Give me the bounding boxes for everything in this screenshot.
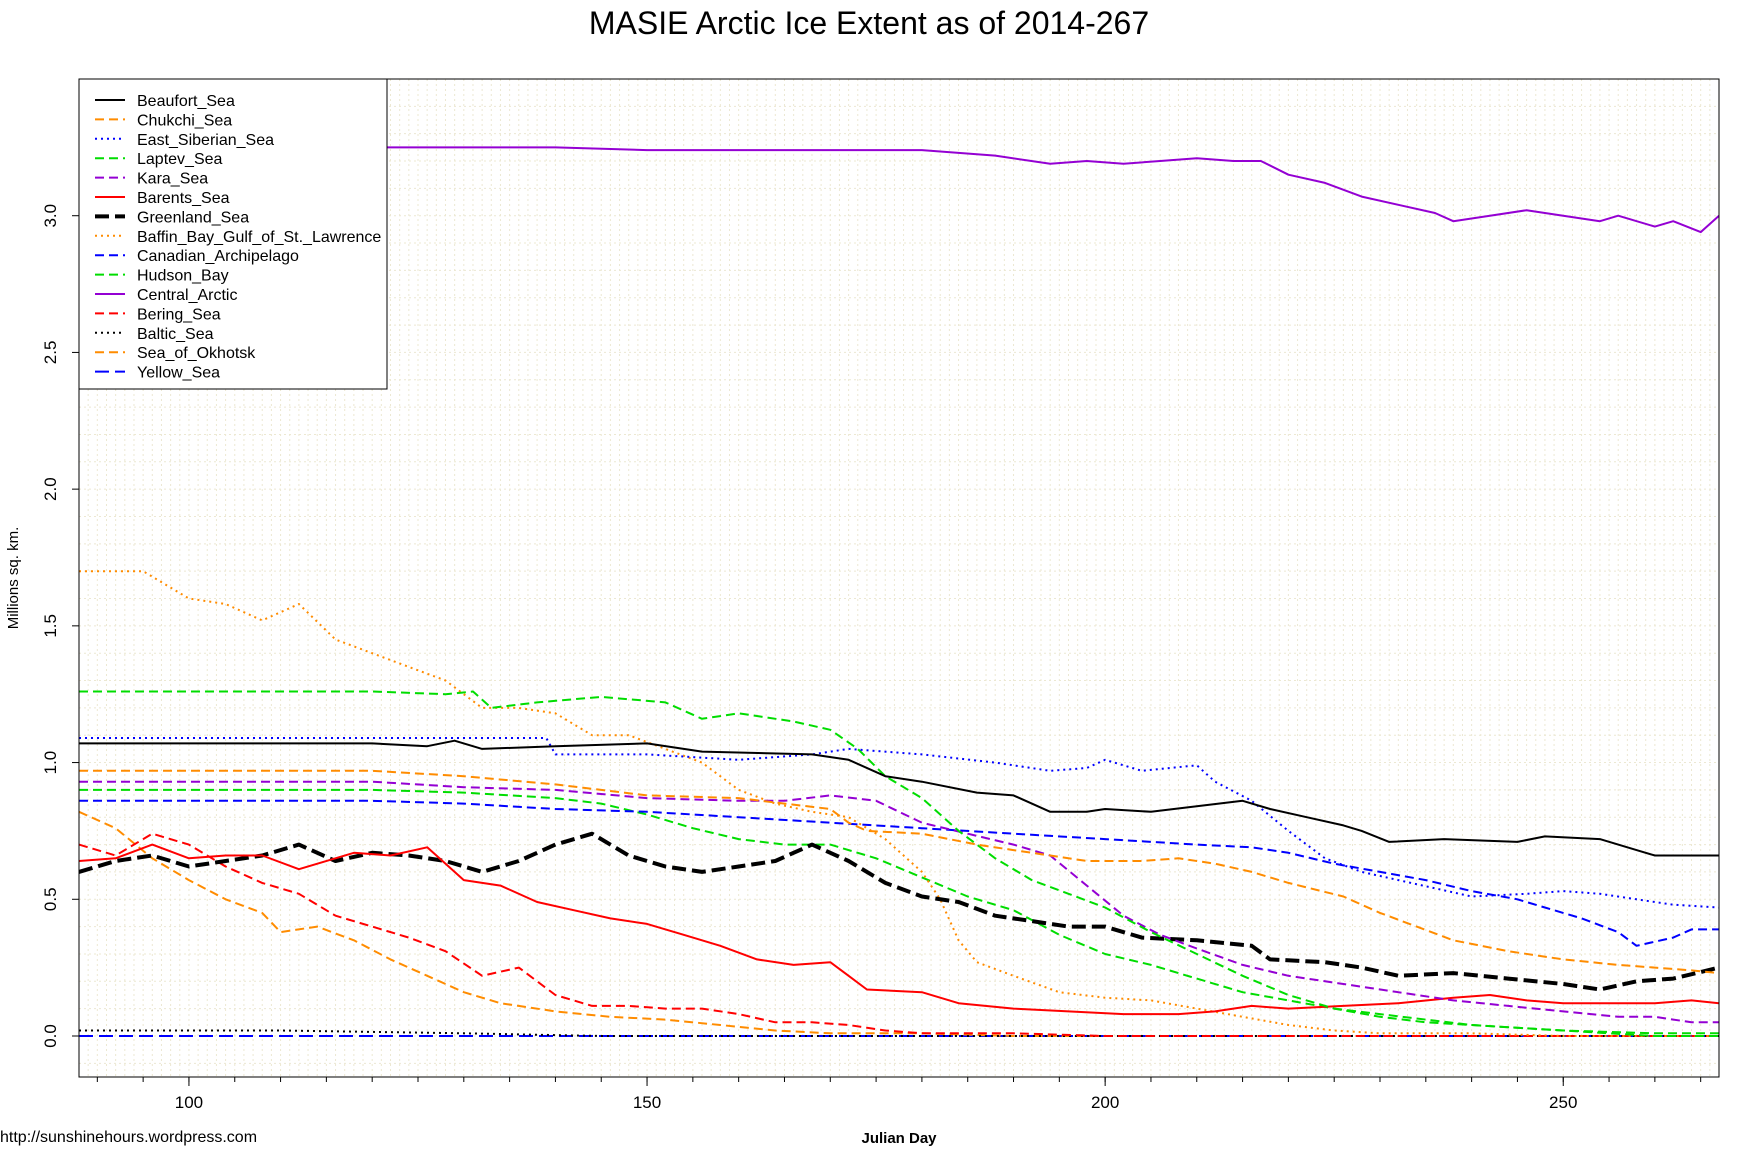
- y-axis-label: Millions sq. km.: [5, 527, 22, 630]
- x-tick-label: 250: [1549, 1093, 1577, 1112]
- legend-label: Beaufort_Sea: [137, 93, 235, 110]
- legend-label: Chukchi_Sea: [137, 112, 232, 129]
- series-line-hudson-bay: [79, 788, 1719, 1035]
- y-tick-label: 2.0: [41, 477, 60, 501]
- y-tick-label: 2.5: [41, 341, 60, 365]
- series-line-east-siberian-sea: [79, 737, 1720, 909]
- y-axis: 0.0 0.5 1.0 1.5 2.0 2.5 3.0: [41, 204, 79, 1048]
- x-tick-label: 150: [633, 1093, 661, 1112]
- legend-label: East_Siberian_Sea: [137, 132, 274, 149]
- legend-label: Laptev_Sea: [137, 151, 223, 168]
- legend-label: Greenland_Sea: [137, 209, 249, 226]
- series-line-bering-sea: [78, 832, 1719, 1037]
- y-tick-label: 3.0: [41, 204, 60, 228]
- series-lines: [78, 146, 1720, 1037]
- legend: Beaufort_Sea Chukchi_Sea East_Siberian_Sea…: [78, 78, 388, 390]
- series-line-kara-sea: [79, 780, 1719, 1024]
- series-line-central-arctic: [78, 146, 1720, 234]
- legend-label: Kara_Sea: [137, 171, 208, 188]
- series-line-baffin-bay-gulf-of-st-lawrence: [79, 570, 1719, 1037]
- y-tick-label: 0.5: [41, 887, 60, 911]
- series-line-baltic-sea: [79, 1029, 1719, 1037]
- legend-box: [78, 78, 388, 390]
- legend-label: Sea_of_Okhotsk: [137, 345, 256, 362]
- series-line-canadian-archipelago: [79, 799, 1719, 947]
- x-axis: 100 150 200 250: [96, 1077, 1702, 1112]
- legend-label: Bering_Sea: [137, 306, 221, 323]
- legend-label: Baltic_Sea: [137, 326, 214, 343]
- legend-label: Yellow_Sea: [137, 365, 220, 382]
- series-line-sea-of-okhotsk: [78, 810, 1719, 1037]
- y-tick-label: 1.5: [41, 614, 60, 638]
- series-line-barents-sea: [78, 843, 1720, 1016]
- series-line-laptev-sea: [79, 690, 1719, 1037]
- y-tick-label: 0.0: [41, 1024, 60, 1048]
- legend-label: Central_Arctic: [137, 287, 237, 304]
- x-axis-label: Julian Day: [861, 1130, 937, 1147]
- credit-text: http://sunshinehours.wordpress.com: [0, 1129, 257, 1146]
- series-line-chukchi-sea: [79, 769, 1720, 975]
- y-tick-label: 1.0: [41, 751, 60, 775]
- legend-label: Hudson_Bay: [137, 268, 229, 285]
- x-tick-label: 200: [1091, 1093, 1119, 1112]
- legend-label: Canadian_Archipelago: [137, 248, 299, 265]
- series-line-greenland-sea: [78, 831, 1720, 992]
- series-line-beaufort-sea: [79, 739, 1719, 857]
- legend-label: Baffin_Bay_Gulf_of_St._Lawrence: [137, 229, 381, 246]
- legend-label: Barents_Sea: [137, 190, 230, 207]
- chart-title: MASIE Arctic Ice Extent as of 2014-267: [589, 5, 1149, 41]
- plot-frame: [78, 78, 1720, 1078]
- x-tick-label: 100: [175, 1093, 203, 1112]
